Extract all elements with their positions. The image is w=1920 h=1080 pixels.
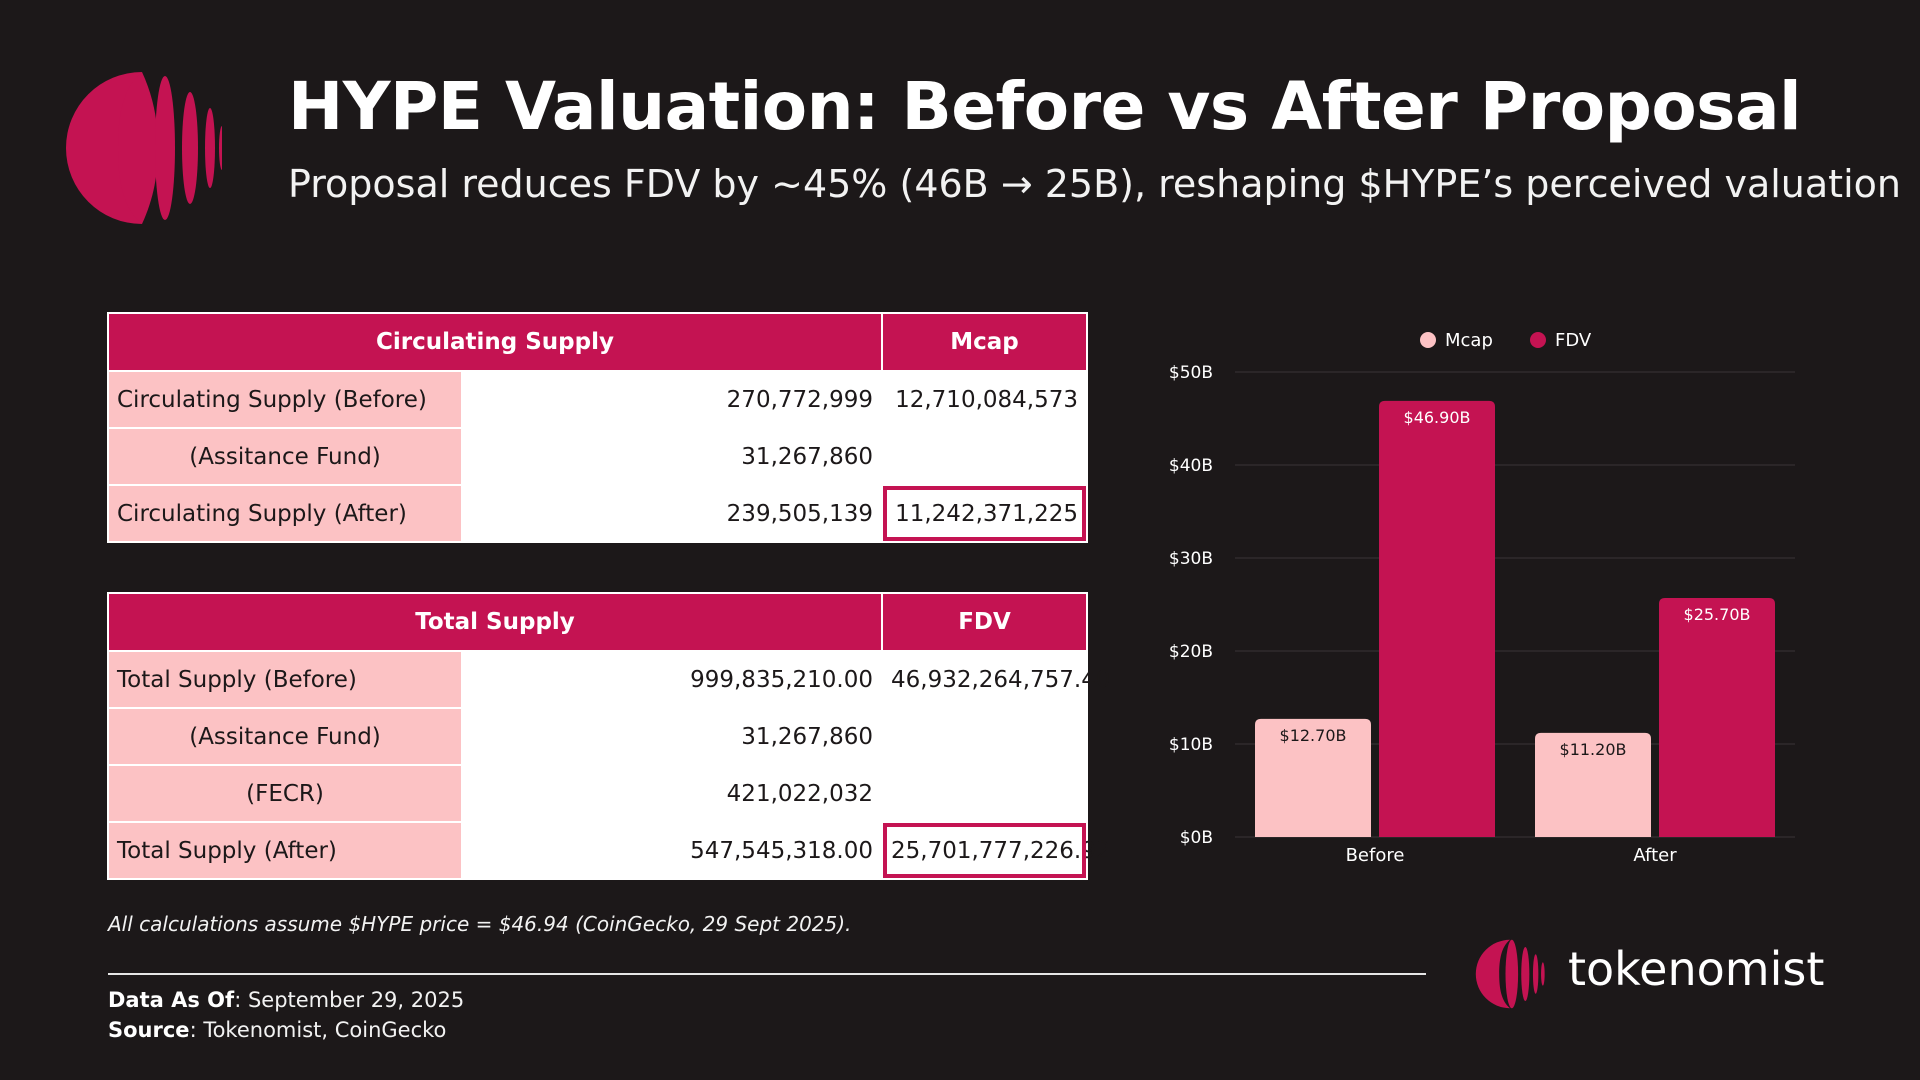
legend-label-fdv: FDV xyxy=(1555,330,1592,351)
row-supply: 31,267,860 xyxy=(461,707,883,766)
bar-mcap-after xyxy=(1535,732,1651,837)
valuation-bar-chart: $0B $10B $20B $30B $40B $50B Mcap FDV $12.70B $46… xyxy=(1169,330,1795,866)
table-header-circulating-supply: Circulating Supply xyxy=(107,312,883,372)
row-supply: 999,835,210.00 xyxy=(461,650,883,709)
row-label: Total Supply (After) xyxy=(107,821,463,880)
row-value xyxy=(881,427,1088,486)
row-label: Circulating Supply (After) xyxy=(107,484,463,543)
y-tick-label: $10B xyxy=(1169,735,1213,755)
row-supply: 547,545,318.00 xyxy=(461,821,883,880)
brand-name: tokenomist xyxy=(1568,942,1825,996)
row-value-highlighted: 11,242,371,225 xyxy=(881,484,1088,543)
row-label: (Assitance Fund) xyxy=(107,707,463,766)
table-header-mcap: Mcap xyxy=(881,312,1088,372)
calculation-note: All calculations assume $HYPE price = $4… xyxy=(108,912,852,936)
row-label: (FECR) xyxy=(107,764,463,823)
table-header-fdv: FDV xyxy=(881,592,1088,652)
data-as-of-label: Data As Of xyxy=(108,988,235,1012)
table-row: (FECR) 421,022,032 xyxy=(107,764,1088,823)
bar-fdv-before xyxy=(1379,400,1495,837)
y-tick-label: $40B xyxy=(1169,456,1213,476)
table-row: Total Supply (Before) 999,835,210.00 46,… xyxy=(107,650,1110,709)
row-value xyxy=(881,764,1088,823)
y-tick-label: $50B xyxy=(1169,363,1213,383)
data-label: $46.90B xyxy=(1404,408,1471,427)
data-label: $25.70B xyxy=(1684,605,1751,624)
data-as-of: Data As Of: September 29, 2025 xyxy=(108,988,464,1012)
row-value xyxy=(881,707,1088,766)
y-tick-label: $20B xyxy=(1169,642,1213,662)
data-as-of-value: : September 29, 2025 xyxy=(234,988,465,1012)
circulating-supply-table: Circulating Supply Mcap Circulating Supp… xyxy=(107,312,1088,543)
row-label: (Assitance Fund) xyxy=(107,427,463,486)
row-supply: 421,022,032 xyxy=(461,764,883,823)
data-label: $12.70B xyxy=(1280,726,1347,745)
row-label: Circulating Supply (Before) xyxy=(107,370,463,429)
total-supply-table: Total Supply FDV Total Supply (Before) 9… xyxy=(107,592,1110,880)
y-tick-label: $0B xyxy=(1180,828,1213,848)
page-title: HYPE Valuation: Before vs After Proposal xyxy=(288,68,1802,145)
data-label: $11.20B xyxy=(1560,740,1627,759)
bar-mcap-before xyxy=(1255,718,1371,837)
x-tick-label: After xyxy=(1633,845,1677,866)
row-value: 46,932,264,757.40 xyxy=(881,650,1110,709)
source-label: Source xyxy=(108,1018,190,1042)
row-supply: 239,505,139 xyxy=(461,484,883,543)
table-row: Circulating Supply (Before) 270,772,999 … xyxy=(107,370,1088,429)
row-supply: 31,267,860 xyxy=(461,427,883,486)
table-row: (Assitance Fund) 31,267,860 xyxy=(107,707,1088,766)
bar-fdv-after xyxy=(1659,597,1775,837)
row-value-highlighted: 25,701,777,226.92 xyxy=(881,821,1110,880)
x-tick-label: Before xyxy=(1346,845,1405,866)
legend-label-mcap: Mcap xyxy=(1445,330,1493,351)
page-subtitle: Proposal reduces FDV by ~45% (46B → 25B)… xyxy=(288,162,1901,206)
table-row: Total Supply (After) 547,545,318.00 25,7… xyxy=(107,821,1110,880)
tokenomist-logo-icon xyxy=(66,72,222,224)
table-row: (Assitance Fund) 31,267,860 xyxy=(107,427,1088,486)
footer-divider xyxy=(108,973,1426,975)
table-row: Circulating Supply (After) 239,505,139 1… xyxy=(107,484,1088,543)
row-supply: 270,772,999 xyxy=(461,370,883,429)
row-label: Total Supply (Before) xyxy=(107,650,463,709)
source: Source: Tokenomist, CoinGecko xyxy=(108,1018,446,1042)
y-tick-label: $30B xyxy=(1169,549,1213,569)
tokenomist-brand-icon xyxy=(1475,939,1545,1009)
source-value: : Tokenomist, CoinGecko xyxy=(189,1018,447,1042)
legend-marker-fdv xyxy=(1530,332,1546,348)
row-value: 12,710,084,573 xyxy=(881,370,1088,429)
legend-marker-mcap xyxy=(1420,332,1436,348)
table-header-total-supply: Total Supply xyxy=(107,592,883,652)
